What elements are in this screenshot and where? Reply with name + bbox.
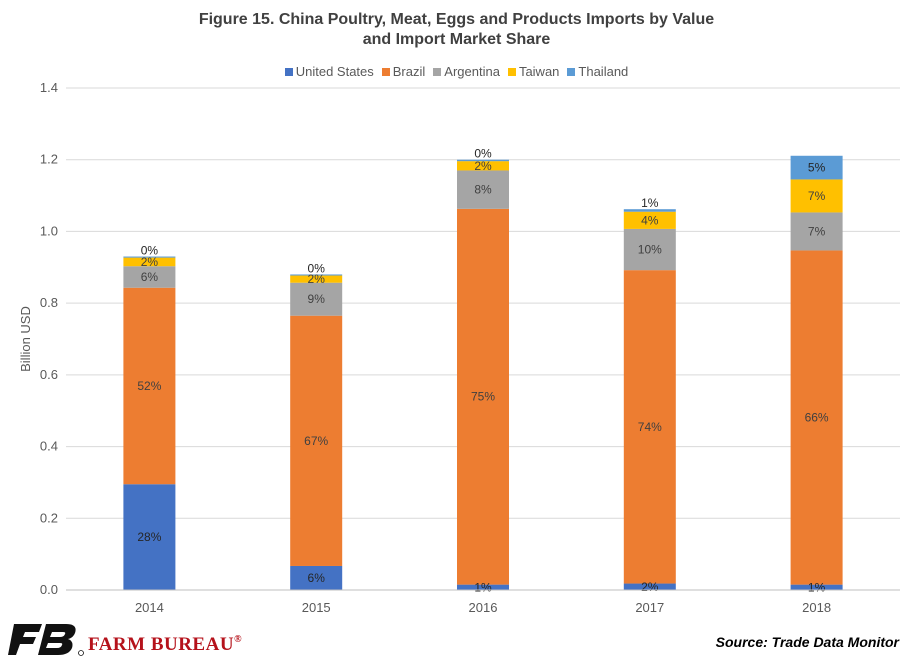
- x-tick-label: 2018: [802, 600, 831, 615]
- bar-segment: [457, 170, 509, 209]
- chart-title-line-2: and Import Market Share: [362, 31, 551, 48]
- legend-swatch: [381, 68, 390, 76]
- data-label: 7%: [808, 224, 826, 238]
- chart-title-line-1: Figure 15. China Poultry, Meat, Eggs and…: [198, 11, 715, 28]
- legend-swatch: [284, 68, 293, 76]
- x-tick-label: 2016: [469, 600, 498, 615]
- y-tick-label: 0.0: [40, 582, 58, 597]
- bar-segment: [457, 584, 509, 590]
- legend-label: Argentina: [444, 64, 500, 79]
- bar-segment: [623, 228, 676, 271]
- data-label: 1%: [808, 580, 826, 594]
- x-tick-label: 2017: [635, 600, 664, 615]
- data-label: 6%: [141, 270, 159, 284]
- bar-segment: [623, 209, 676, 212]
- data-label: 2%: [141, 255, 159, 269]
- data-label: 2%: [308, 272, 326, 286]
- brand-name: FARM BUREAU®: [88, 634, 243, 655]
- bar-segment: [790, 155, 843, 180]
- y-tick-label: 0.6: [40, 367, 58, 382]
- data-label: 9%: [308, 292, 326, 306]
- bar-segment: [623, 211, 676, 229]
- source-note: Source: Trade Data Monitor: [715, 634, 899, 650]
- bar-segment: [123, 287, 176, 485]
- data-label: 28%: [137, 530, 161, 544]
- bar-segment: [123, 256, 176, 258]
- bar-segment: [790, 584, 843, 590]
- legend-item: Argentina: [433, 64, 500, 79]
- bar-segment: [623, 270, 676, 584]
- bar-segment: [290, 275, 343, 283]
- farm-bureau-logo: [8, 624, 84, 656]
- bar-segment: [623, 583, 676, 590]
- legend-swatch: [507, 68, 516, 76]
- data-label: 2%: [474, 159, 492, 173]
- data-label: 67%: [304, 434, 328, 448]
- legend-item: Taiwan: [507, 64, 560, 79]
- bar-segment: [457, 161, 509, 171]
- bar-segment: [290, 282, 343, 316]
- data-label: 52%: [137, 379, 161, 393]
- legend-swatch: [567, 68, 576, 76]
- chart-title: Figure 15. China Poultry, Meat, Eggs and…: [0, 10, 913, 50]
- data-label: 0%: [308, 261, 326, 275]
- legend-item: United States: [284, 64, 374, 79]
- bar-segment: [123, 266, 176, 288]
- bar-segment: [790, 212, 843, 251]
- legend-item: Thailand: [567, 64, 628, 79]
- data-label: 10%: [638, 243, 662, 257]
- legend-swatch: [433, 68, 442, 76]
- y-axis-title: Billion USD: [18, 306, 33, 372]
- data-label: 5%: [808, 161, 826, 175]
- bar-segment: [790, 179, 843, 213]
- data-label: 1%: [641, 196, 659, 210]
- data-label: 7%: [808, 189, 826, 203]
- bar-segment: [790, 250, 843, 585]
- legend-label: Taiwan: [518, 64, 560, 79]
- data-label: 66%: [805, 411, 829, 425]
- bar-segment: [123, 257, 176, 267]
- legend-label: United States: [295, 64, 374, 79]
- bar-segment: [290, 565, 343, 590]
- y-tick-label: 1.0: [40, 223, 58, 238]
- y-tick-label: 1.2: [40, 152, 58, 167]
- chart-legend: United States Brazil Argentina Taiwan Thaila…: [0, 64, 913, 79]
- bar-segment: [290, 274, 343, 276]
- legend-label: Brazil: [392, 64, 426, 79]
- data-label: 0%: [141, 244, 159, 258]
- data-label: 1%: [474, 580, 492, 594]
- data-label: 6%: [308, 571, 326, 585]
- y-tick-label: 0.4: [40, 439, 58, 454]
- y-tick-label: 0.8: [40, 295, 58, 310]
- data-label: 8%: [474, 183, 492, 197]
- data-label: 4%: [641, 213, 659, 227]
- bar-segment: [123, 484, 176, 590]
- x-tick-label: 2014: [135, 600, 164, 615]
- data-label: 75%: [471, 390, 495, 404]
- y-tick-label: 1.4: [40, 80, 58, 95]
- bar-segment: [457, 159, 509, 162]
- legend-item: Brazil: [381, 64, 426, 79]
- data-label: 2%: [641, 580, 659, 594]
- data-label: 0%: [474, 147, 492, 161]
- bar-segment: [290, 315, 343, 566]
- data-label: 74%: [638, 420, 662, 434]
- y-tick-label: 0.2: [40, 510, 58, 525]
- bar-segment: [457, 208, 509, 585]
- legend-label: Thailand: [578, 64, 629, 79]
- x-tick-label: 2015: [302, 600, 331, 615]
